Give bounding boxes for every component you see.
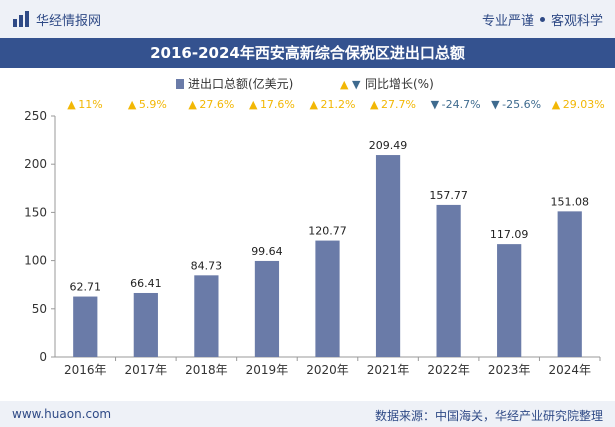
x-tick-label: 2016年 bbox=[64, 363, 107, 377]
footer-source: 数据来源：中国海关，华经产业研究院整理 bbox=[374, 409, 603, 423]
bar-2 bbox=[194, 275, 219, 357]
bar-3 bbox=[254, 260, 280, 357]
yoy-label: 27.6% bbox=[199, 98, 234, 111]
yoy-up-icon: ▲ bbox=[67, 98, 76, 111]
x-tick-label: 2018年 bbox=[185, 363, 228, 377]
bar-8 bbox=[557, 211, 582, 357]
yoy-label: 29.03% bbox=[563, 98, 605, 111]
legend-down-triangle: ▼ bbox=[352, 78, 361, 91]
yoy-up-icon: ▲ bbox=[310, 98, 319, 111]
top-bar: 华经情报网 专业严谨 客观科学 bbox=[0, 0, 615, 38]
yoy-label: 17.6% bbox=[260, 98, 295, 111]
y-tick-label: 0 bbox=[39, 350, 47, 364]
yoy-up-icon: ▲ bbox=[552, 98, 561, 111]
y-tick-label: 200 bbox=[24, 157, 47, 171]
yoy-label: 5.9% bbox=[139, 98, 167, 111]
yoy-up-icon: ▲ bbox=[249, 98, 258, 111]
bar-value-label: 157.77 bbox=[429, 189, 468, 202]
yoy-label: -24.7% bbox=[442, 98, 481, 111]
yoy-down-icon: ▼ bbox=[491, 98, 500, 111]
legend-bar-label: 进出口总额(亿美元) bbox=[188, 76, 293, 91]
yoy-label: -25.6% bbox=[502, 98, 541, 111]
bar-value-label: 99.64 bbox=[251, 245, 283, 258]
bar-4 bbox=[315, 240, 340, 357]
bar-6 bbox=[436, 204, 461, 357]
yoy-up-icon: ▲ bbox=[188, 98, 197, 111]
tag-objective: 客观科学 bbox=[550, 14, 603, 29]
yoy-label: 21.2% bbox=[321, 98, 356, 111]
footer-site: www.huaon.com bbox=[12, 407, 112, 421]
legend-bar-swatch bbox=[176, 79, 184, 89]
header-tags: 专业严谨 客观科学 bbox=[482, 10, 603, 29]
y-tick-label: 100 bbox=[24, 254, 47, 268]
yoy-up-icon: ▲ bbox=[370, 98, 379, 111]
legend-yoy-label: 同比增长(%) bbox=[365, 77, 434, 91]
yoy-down-icon: ▼ bbox=[431, 98, 440, 111]
yoy-up-icon: ▲ bbox=[128, 98, 137, 111]
bar-logo-icon bbox=[13, 11, 29, 27]
brand-name: 华经情报网 bbox=[36, 14, 102, 29]
yoy-label: 27.7% bbox=[381, 98, 416, 111]
bar-value-label: 151.08 bbox=[550, 195, 589, 208]
bar-value-label: 209.49 bbox=[369, 139, 408, 152]
footer: www.huaon.com 数据来源：中国海关，华经产业研究院整理 bbox=[0, 401, 615, 427]
yoy-label: 11% bbox=[78, 98, 102, 111]
bar-value-label: 117.09 bbox=[490, 228, 529, 241]
y-tick-label: 250 bbox=[24, 109, 47, 123]
x-tick-label: 2020年 bbox=[306, 363, 349, 377]
y-tick-label: 150 bbox=[24, 205, 47, 219]
bar-7 bbox=[497, 244, 522, 357]
separator-dot bbox=[539, 17, 545, 22]
x-tick-label: 2023年 bbox=[488, 363, 531, 377]
legend-up-triangle: ▲ bbox=[340, 78, 349, 91]
x-tick-label: 2017年 bbox=[125, 363, 168, 377]
x-tick-label: 2024年 bbox=[548, 363, 591, 377]
chart-title: 2016-2024年西安高新综合保税区进出口总额 bbox=[0, 38, 615, 68]
x-tick-label: 2022年 bbox=[427, 363, 470, 377]
y-tick-label: 50 bbox=[32, 302, 47, 316]
bar-value-label: 62.71 bbox=[70, 281, 102, 294]
tag-professional: 专业严谨 bbox=[481, 14, 534, 29]
bar-0 bbox=[73, 296, 98, 357]
legend: 进出口总额(亿美元) ▲ ▼ 同比增长(%) bbox=[176, 76, 434, 91]
bar-5 bbox=[375, 155, 401, 357]
x-tick-label: 2021年 bbox=[367, 363, 410, 377]
bar-value-label: 120.77 bbox=[308, 225, 347, 238]
bar-value-label: 84.73 bbox=[191, 259, 223, 272]
bar-chart: 进出口总额(亿美元) ▲ ▼ 同比增长(%) 0 50 100 150 200 250 62… bbox=[24, 76, 605, 377]
bar-1 bbox=[133, 292, 158, 357]
x-tick-label: 2019年 bbox=[246, 363, 289, 377]
bar-value-label: 66.41 bbox=[130, 277, 162, 290]
